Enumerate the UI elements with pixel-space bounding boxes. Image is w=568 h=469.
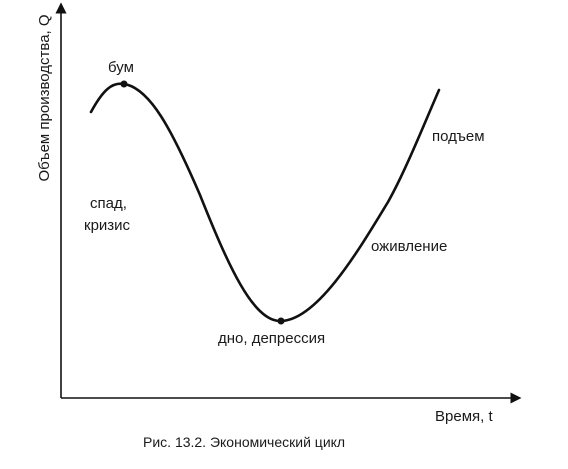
peak-point (120, 80, 128, 88)
x-axis-label: Время, t (435, 408, 493, 425)
boom-label: бум (108, 59, 134, 76)
upswing-label: подъем (432, 128, 485, 145)
decline-label-line2: кризис (84, 217, 131, 234)
decline-label-line1: спад, (90, 195, 127, 212)
trough-point (277, 317, 285, 325)
cycle-curve (89, 82, 441, 323)
y-axis-label: Объем производства, Q (36, 14, 53, 181)
recovery-label: оживление (371, 238, 447, 255)
trough-label: дно, депрессия (218, 330, 325, 347)
figure-caption: Рис. 13.2. Экономический цикл (143, 434, 345, 450)
